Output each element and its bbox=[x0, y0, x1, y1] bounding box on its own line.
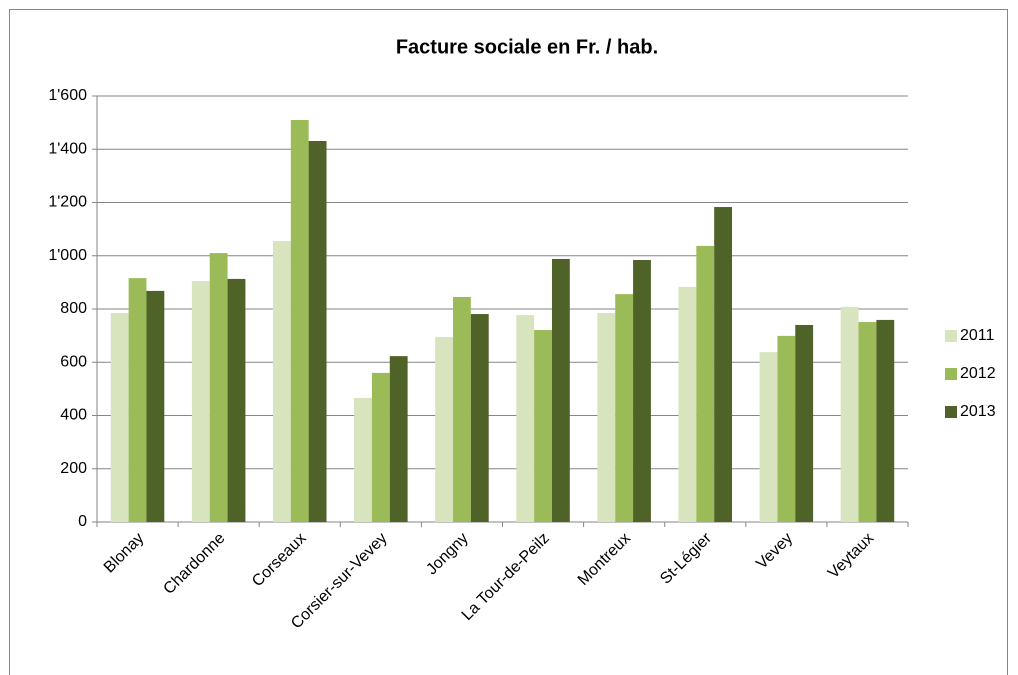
bar bbox=[209, 253, 228, 522]
bar bbox=[858, 322, 877, 522]
bar bbox=[777, 335, 796, 522]
bar bbox=[354, 397, 372, 522]
bar bbox=[678, 286, 697, 522]
bar bbox=[371, 372, 390, 522]
y-tick-label: 600 bbox=[60, 353, 87, 370]
legend-label: 2013 bbox=[960, 403, 996, 420]
legend-swatch bbox=[945, 330, 957, 342]
bar bbox=[470, 314, 489, 522]
bar bbox=[308, 140, 327, 522]
y-tick-label: 800 bbox=[60, 300, 87, 317]
y-tick-label: 0 bbox=[78, 513, 87, 530]
bar bbox=[759, 352, 778, 522]
y-tick-label: 1'600 bbox=[48, 87, 87, 104]
bar bbox=[633, 260, 651, 522]
legend-label: 2011 bbox=[960, 327, 995, 344]
bar bbox=[840, 306, 859, 522]
bar bbox=[290, 119, 309, 523]
bar bbox=[534, 330, 552, 522]
legend-swatch bbox=[945, 406, 957, 418]
y-tick-label: 1'000 bbox=[48, 247, 87, 264]
bar bbox=[435, 336, 454, 522]
bar bbox=[110, 312, 129, 522]
legend-label: 2012 bbox=[960, 365, 996, 382]
y-tick-label: 1'400 bbox=[48, 140, 87, 157]
y-tick-label: 400 bbox=[60, 407, 87, 424]
bar bbox=[146, 290, 165, 522]
bar bbox=[272, 241, 291, 522]
bar bbox=[714, 207, 733, 522]
chart-title: Facture sociale en Fr. / hab. bbox=[396, 36, 658, 58]
bar bbox=[597, 312, 616, 522]
bar bbox=[696, 245, 715, 522]
y-tick-label: 1'200 bbox=[48, 194, 87, 211]
bar bbox=[128, 278, 147, 522]
bar bbox=[615, 294, 634, 522]
bar bbox=[227, 278, 246, 522]
bar bbox=[453, 297, 471, 522]
bar bbox=[389, 356, 408, 522]
bar bbox=[191, 281, 210, 522]
bar bbox=[516, 315, 535, 522]
y-tick-label: 200 bbox=[60, 460, 87, 477]
bar bbox=[876, 319, 895, 522]
legend-swatch bbox=[945, 368, 957, 380]
bar bbox=[551, 258, 570, 522]
bar bbox=[795, 324, 814, 522]
